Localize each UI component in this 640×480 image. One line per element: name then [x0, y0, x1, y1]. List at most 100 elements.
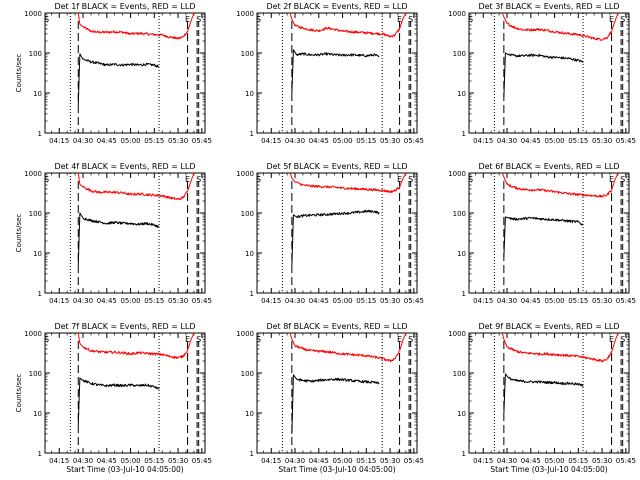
- marker-letter-e: E: [397, 335, 402, 344]
- lld-rate-line: [289, 172, 407, 194]
- x-tick-label: 04:15: [261, 137, 281, 145]
- x-tick-label: 05:15: [568, 137, 588, 145]
- lld-rate-line: [501, 12, 619, 41]
- marker-letter-s: S: [408, 335, 413, 344]
- lld-rate-line: [77, 12, 195, 40]
- x-tick-label: 05:45: [404, 297, 424, 305]
- marker-letter-e: E: [185, 335, 190, 344]
- y-tick-label: 1: [38, 130, 42, 138]
- plot-frame: [256, 332, 418, 454]
- event-rate-line: [77, 53, 160, 106]
- marker-letter-s: S: [256, 15, 261, 24]
- chart-panel-6: Det 6f BLACK = Events, RED = LLD 1 10 100 10…: [448, 162, 636, 305]
- chart-title: Det 7f BLACK = Events, RED = LLD: [54, 322, 195, 331]
- lld-rate-line: [289, 12, 407, 38]
- x-tick-label: 04:45: [97, 137, 117, 145]
- x-tick-label: 05:15: [356, 457, 376, 465]
- x-tick-label: 04:30: [73, 457, 93, 465]
- y-tick-label: 10: [33, 250, 42, 258]
- y-tick-label: 1: [462, 130, 466, 138]
- chart-title: Det 2f BLACK = Events, RED = LLD: [266, 2, 407, 11]
- marker-letter-e: E: [609, 15, 614, 24]
- y-tick-label: 10: [245, 90, 254, 98]
- x-tick-label: 05:45: [404, 457, 424, 465]
- chart-panel-1: Det 1f BLACK = Events, RED = LLD 1 10 100 10…: [15, 2, 212, 145]
- event-rate-line: [291, 374, 380, 434]
- x-tick-label: 04:30: [73, 297, 93, 305]
- plot-frame: [44, 12, 206, 134]
- x-tick-label: 04:15: [49, 297, 69, 305]
- x-tick-label: 04:15: [473, 137, 493, 145]
- y-tick-label: 1000: [236, 170, 254, 178]
- event-rate-line: [77, 377, 160, 426]
- plot-frame: [468, 12, 630, 134]
- lld-rate-line: [289, 332, 407, 363]
- marker-letter-s: S: [620, 15, 625, 24]
- chart-title: Det 6f BLACK = Events, RED = LLD: [478, 162, 619, 171]
- chart-panel-3: Det 3f BLACK = Events, RED = LLD 1 10 100 10…: [448, 2, 636, 145]
- y-tick-label: 1000: [448, 330, 466, 338]
- marker-letter-e: E: [397, 175, 402, 184]
- chart-title: Det 1f BLACK = Events, RED = LLD: [54, 2, 195, 11]
- y-axis-label: Counts/sec: [15, 54, 23, 93]
- marker-letter-s: S: [256, 175, 261, 184]
- x-tick-label: 04:30: [73, 137, 93, 145]
- chart-panel-4: Det 4f BLACK = Events, RED = LLD 1 10 100 10…: [15, 162, 212, 305]
- y-tick-label: 10: [245, 250, 254, 258]
- x-tick-label: 05:45: [192, 137, 212, 145]
- x-tick-label: 04:45: [97, 457, 117, 465]
- y-tick-label: 1: [462, 290, 466, 298]
- y-tick-label: 1: [250, 130, 254, 138]
- y-tick-label: 1: [250, 290, 254, 298]
- x-axis-label: Start Time (03-Jul-10 04:05:00): [490, 465, 607, 474]
- y-tick-label: 100: [29, 50, 42, 58]
- marker-letter-s: S: [408, 15, 413, 24]
- x-tick-label: 04:45: [97, 297, 117, 305]
- x-tick-label: 04:30: [285, 137, 305, 145]
- y-tick-label: 10: [33, 90, 42, 98]
- event-rate-line: [77, 212, 160, 266]
- x-tick-label: 04:30: [497, 457, 517, 465]
- x-tick-label: 05:30: [380, 297, 400, 305]
- x-tick-label: 05:15: [356, 137, 376, 145]
- x-tick-label: 04:45: [521, 137, 541, 145]
- y-axis-label: Counts/sec: [15, 214, 23, 253]
- marker-letter-s: S: [408, 175, 413, 184]
- marker-letter-e: E: [609, 175, 614, 184]
- plot-frame: [468, 172, 630, 294]
- x-tick-label: 04:30: [497, 137, 517, 145]
- marker-letter-s: S: [196, 175, 201, 184]
- marker-letter-s: S: [196, 15, 201, 24]
- plot-frame: [44, 172, 206, 294]
- y-tick-label: 10: [457, 410, 466, 418]
- x-tick-label: 04:15: [49, 137, 69, 145]
- chart-panel-9: Det 9f BLACK = Events, RED = LLD 1 10 100 10…: [448, 322, 636, 474]
- y-tick-label: 10: [457, 250, 466, 258]
- marker-letter-e: E: [609, 335, 614, 344]
- chart-title: Det 3f BLACK = Events, RED = LLD: [478, 2, 619, 11]
- marker-letter-s: S: [468, 175, 473, 184]
- chart-title: Det 8f BLACK = Events, RED = LLD: [266, 322, 407, 331]
- x-tick-label: 05:45: [616, 137, 636, 145]
- marker-letter-s: S: [620, 175, 625, 184]
- x-tick-label: 05:15: [568, 297, 588, 305]
- x-tick-label: 04:30: [285, 457, 305, 465]
- x-axis-label: Start Time (03-Jul-10 04:05:00): [66, 465, 183, 474]
- x-tick-label: 05:00: [332, 457, 352, 465]
- x-tick-label: 05:45: [404, 137, 424, 145]
- y-tick-label: 1000: [24, 330, 42, 338]
- x-tick-label: 05:30: [592, 137, 612, 145]
- y-tick-label: 100: [241, 50, 254, 58]
- plot-frame: [256, 172, 418, 294]
- y-tick-label: 10: [457, 90, 466, 98]
- x-tick-label: 05:30: [380, 457, 400, 465]
- marker-letter-s: S: [44, 335, 49, 344]
- marker-letter-s: S: [196, 335, 201, 344]
- x-tick-label: 05:30: [168, 297, 188, 305]
- chart-panel-2: Det 2f BLACK = Events, RED = LLD 1 10 100 10…: [236, 2, 424, 145]
- x-tick-label: 05:15: [144, 457, 164, 465]
- plot-frame: [468, 332, 630, 454]
- y-tick-label: 1: [462, 450, 466, 458]
- x-tick-label: 05:30: [168, 137, 188, 145]
